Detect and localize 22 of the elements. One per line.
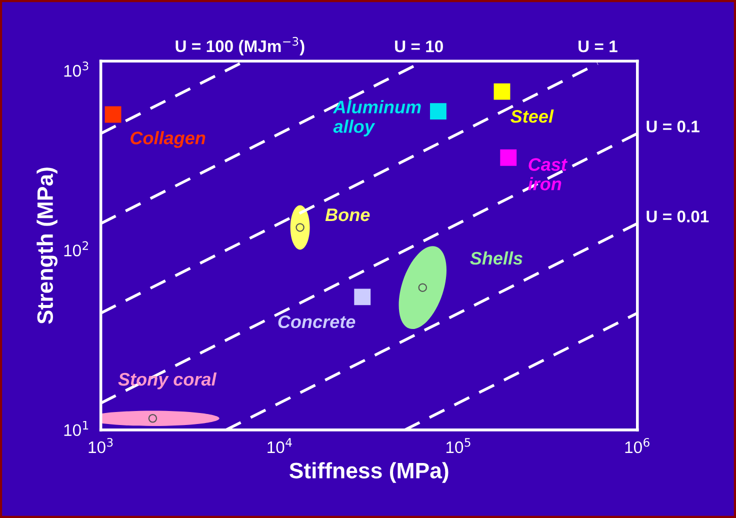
series-label: U = 10 xyxy=(395,40,443,52)
y-tick-label: 10$^{3}$ xyxy=(64,62,88,77)
series-label: Bone xyxy=(325,208,370,222)
series-label: U = 0.01 xyxy=(646,210,709,222)
series-label: Concrete xyxy=(278,315,356,328)
series-label: Aluminum alloy xyxy=(332,100,421,136)
x-tick-label: 10$^{4}$ xyxy=(268,438,292,454)
text: Stony coral xyxy=(118,372,217,390)
series-label: Cast iron xyxy=(528,158,568,190)
series-label: Collagen xyxy=(130,131,206,148)
y-tick-label: 10$^{2}$ xyxy=(64,241,88,256)
series-label: Steel xyxy=(510,110,554,123)
text: Shells xyxy=(470,251,522,265)
y-tick-label: 10$^{1}$ xyxy=(64,420,88,436)
series-label: U = 100 (MJm$^{−3}$) xyxy=(176,36,304,56)
x-tick-label: 10$^{5}$ xyxy=(446,438,470,454)
y-axis-title: Strength (MPa) xyxy=(36,168,58,324)
series-label: U = 1 xyxy=(578,40,618,52)
x-tick-label: 10$^{6}$ xyxy=(625,438,650,454)
series-label: U = 0.1 xyxy=(646,120,700,132)
x-axis-title: Stiffness (MPa) xyxy=(289,462,448,483)
x-tick-label: 10$^{3}$ xyxy=(88,438,113,454)
